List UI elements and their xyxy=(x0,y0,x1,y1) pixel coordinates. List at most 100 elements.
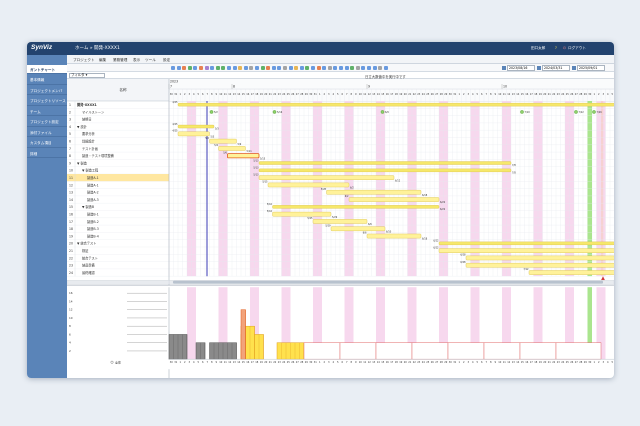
task-bar[interactable] xyxy=(227,153,260,159)
toolbar-icon-24[interactable] xyxy=(305,65,310,70)
menu-edit[interactable]: 編集 xyxy=(99,57,107,62)
task-bar[interactable] xyxy=(465,255,614,261)
load-bar xyxy=(339,342,377,360)
day-label: 24 xyxy=(422,93,426,96)
task-bar[interactable] xyxy=(272,211,332,217)
table-scrollbar[interactable] xyxy=(67,280,170,285)
task-bar[interactable] xyxy=(258,175,395,180)
date-field-0[interactable]: 2023/08/16 xyxy=(507,65,535,71)
toolbar-icon-6[interactable] xyxy=(204,65,209,70)
toolbar-icon-1[interactable] xyxy=(176,65,181,70)
toolbar-icon-35[interactable] xyxy=(367,65,371,70)
toolbar-icon-36[interactable] xyxy=(372,65,377,70)
milestone-marker[interactable] xyxy=(592,110,596,114)
toolbar-icon-19[interactable] xyxy=(277,65,282,70)
toolbar-icon-5[interactable] xyxy=(199,65,203,70)
toolbar-icon-22[interactable] xyxy=(294,65,299,70)
toolbar-icon-32[interactable] xyxy=(350,65,355,70)
date-field-2[interactable]: 2025/09/01 xyxy=(577,65,605,71)
toolbar-icon-37[interactable] xyxy=(378,65,383,70)
toolbar-icon-38[interactable] xyxy=(383,65,388,70)
toolbar-icon-12[interactable] xyxy=(238,65,243,70)
sidebar-item-5[interactable]: プロジェクト設定 xyxy=(27,118,67,127)
toolbar-icon-13[interactable] xyxy=(243,65,248,70)
toolbar-icon-29[interactable] xyxy=(333,65,338,70)
summary-bar[interactable] xyxy=(272,205,440,209)
toolbar-icon-2[interactable] xyxy=(182,65,187,70)
toolbar-icon-18[interactable] xyxy=(271,65,276,70)
legend-radio-icon[interactable] xyxy=(110,360,114,364)
selected-row[interactable] xyxy=(67,174,169,182)
toolbar-icon-8[interactable] xyxy=(215,65,220,70)
toolbar-icon-9[interactable] xyxy=(221,65,226,70)
toolbar-icon-3[interactable] xyxy=(187,65,192,70)
summary-bar[interactable] xyxy=(177,124,215,129)
task-bar[interactable] xyxy=(209,138,237,144)
milestone-marker[interactable] xyxy=(380,110,385,114)
toolbar-icon-25[interactable] xyxy=(311,65,315,70)
summary-bar[interactable] xyxy=(258,168,512,173)
sidebar-item-7[interactable]: カスタム項目 xyxy=(27,139,67,148)
help-icon[interactable]: ? xyxy=(555,46,557,50)
breadcrumb-home[interactable]: ホーム xyxy=(75,46,89,51)
menu-settings[interactable]: 設定 xyxy=(163,57,171,62)
toolbar-icon-33[interactable] xyxy=(355,65,360,70)
menu-project[interactable]: プロジェクト xyxy=(73,57,95,62)
date-field-1[interactable]: 2024/03/31 xyxy=(542,65,570,71)
toolbar-icon-4[interactable] xyxy=(193,65,198,70)
toolbar-icon-7[interactable] xyxy=(210,65,215,70)
sidebar-item-3[interactable]: プロジェクトリソース xyxy=(27,97,67,106)
toolbar-icon-0[interactable] xyxy=(171,65,175,70)
toolbar-icon-11[interactable] xyxy=(232,65,237,70)
task-bar[interactable] xyxy=(218,146,246,151)
toolbar-icon-17[interactable] xyxy=(266,65,271,70)
toolbar-icon-21[interactable] xyxy=(288,65,293,70)
calendar-icon[interactable] xyxy=(537,65,541,70)
calendar-icon[interactable] xyxy=(572,65,576,70)
milestone-marker[interactable] xyxy=(574,110,578,114)
sidebar-item-8[interactable]: 詳細 xyxy=(27,149,67,158)
toolbar-icon-23[interactable] xyxy=(299,65,304,70)
sidebar-item-1[interactable]: 基本情報 xyxy=(27,76,67,85)
toolbar-icon-26[interactable] xyxy=(316,65,321,70)
task-bar[interactable] xyxy=(465,262,614,268)
task-bar[interactable] xyxy=(438,248,614,253)
task-bar[interactable] xyxy=(528,270,614,275)
menu-view[interactable]: 表示 xyxy=(133,57,141,62)
summary-bar[interactable] xyxy=(438,241,614,246)
calendar-icon[interactable] xyxy=(502,65,506,70)
task-bar[interactable] xyxy=(366,233,422,239)
toolbar-icon-14[interactable] xyxy=(249,65,254,70)
toolbar-icon-10[interactable] xyxy=(227,65,231,70)
toolbar-icon-31[interactable] xyxy=(344,65,349,70)
menu-business[interactable]: 業務管理 xyxy=(113,57,128,62)
summary-bar[interactable] xyxy=(177,102,614,107)
sidebar-item-6[interactable]: 添付ファイル xyxy=(27,128,67,137)
toolbar-icon-27[interactable] xyxy=(322,65,327,70)
sidebar-item-0[interactable]: ガントチャート xyxy=(27,65,67,74)
toolbar-icon-28[interactable] xyxy=(327,65,332,70)
toolbar-icon-15[interactable] xyxy=(255,65,259,70)
toolbar-icon-20[interactable] xyxy=(283,65,287,70)
task-bar[interactable] xyxy=(267,182,350,188)
task-bar[interactable] xyxy=(177,131,210,137)
scrollbar-thumb[interactable] xyxy=(173,280,603,284)
resource-weekend xyxy=(502,287,507,360)
menu-tools[interactable]: ツール xyxy=(145,57,156,62)
sidebar-item-4[interactable]: チーム xyxy=(27,107,67,116)
sidebar-item-2[interactable]: プロジェクトメンバ xyxy=(27,86,67,95)
milestone-marker[interactable] xyxy=(520,110,524,114)
toolbar-icon-30[interactable] xyxy=(339,65,343,70)
task-bar[interactable] xyxy=(312,219,368,224)
milestone-marker[interactable] xyxy=(272,110,277,114)
user-name[interactable]: 田口太郎 xyxy=(531,46,546,50)
summary-bar[interactable] xyxy=(258,161,512,165)
task-bar[interactable] xyxy=(330,226,386,232)
logout-link[interactable]: ログアウト xyxy=(568,46,586,50)
task-bar[interactable] xyxy=(326,189,422,195)
filter-select[interactable]: フィルタ ▾ xyxy=(69,73,105,78)
toolbar-icon-16[interactable] xyxy=(260,65,265,70)
milestone-marker[interactable] xyxy=(209,110,214,114)
toolbar-icon-34[interactable] xyxy=(361,65,366,70)
task-bar[interactable] xyxy=(348,197,440,202)
